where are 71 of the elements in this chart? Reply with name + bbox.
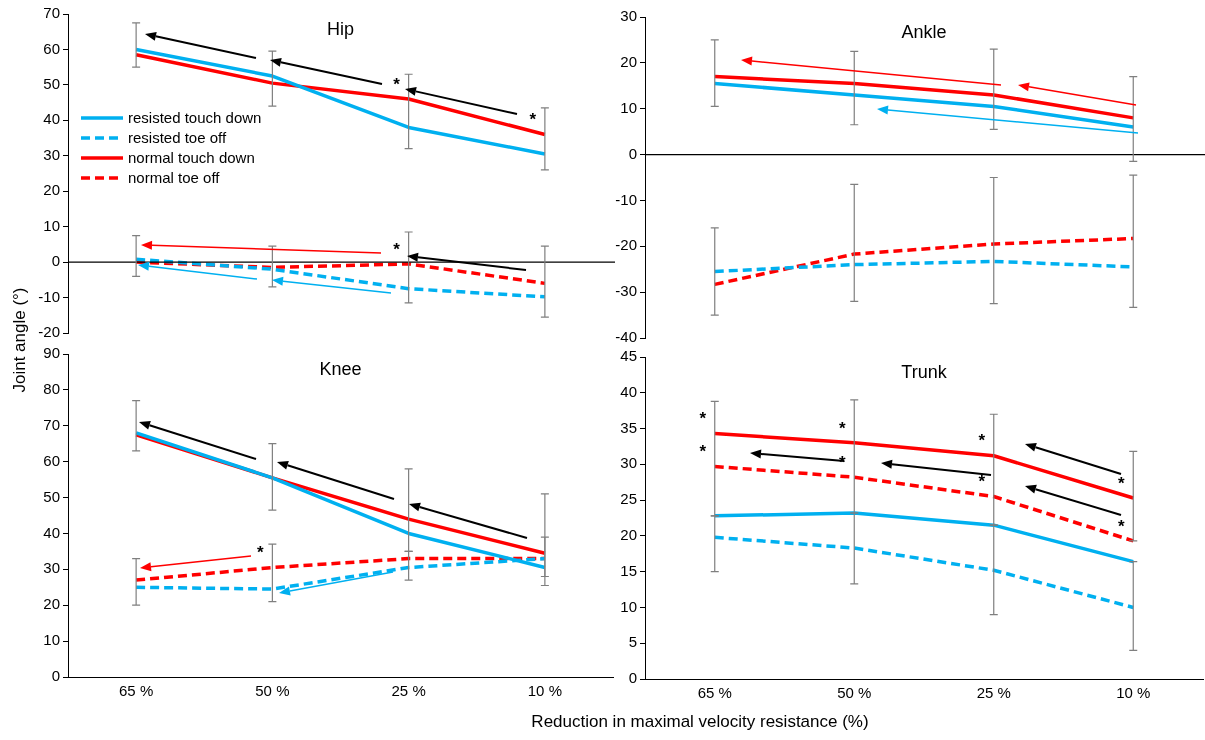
legend-label: normal touch down — [128, 148, 255, 168]
x-axis-title: Reduction in maximal velocity resistance (%) — [531, 712, 869, 732]
line-series — [713, 535, 1135, 610]
annotation: * — [257, 543, 265, 563]
y-tick-label: 30 — [43, 145, 60, 163]
annotation: * — [393, 74, 401, 94]
y-tick-label: 50 — [43, 75, 60, 93]
legend-label: resisted touch down — [128, 108, 262, 128]
chart-title: Trunk — [901, 361, 948, 382]
x-tick-label: 10 % — [1116, 684, 1151, 702]
y-tick-label: 30 — [620, 7, 637, 25]
line-series — [134, 257, 547, 299]
y-tick-label: 10 — [43, 216, 60, 234]
y-tick-label: 70 — [43, 415, 60, 433]
y-tick-label: -10 — [615, 190, 637, 208]
x-tick-label: 65 % — [697, 684, 732, 702]
x-tick-label: 25 % — [976, 684, 1011, 702]
x-tick-label: 25 % — [391, 682, 426, 700]
y-tick-label: 60 — [43, 39, 60, 57]
y-tick-label: 30 — [620, 454, 637, 472]
y-axis-title: Joint angle (°) — [10, 287, 30, 393]
y-tick-label: 80 — [43, 380, 60, 398]
y-tick-label: 0 — [628, 669, 637, 687]
annotation: * — [838, 418, 846, 438]
y-tick-label: 45 — [620, 347, 637, 365]
y-tick-label: 10 — [620, 597, 637, 615]
y-tick-label: -20 — [38, 323, 60, 341]
line-series — [713, 464, 1135, 543]
legend-label: resisted toe off — [128, 128, 227, 148]
y-tick-label: 10 — [620, 98, 637, 116]
annotation: * — [978, 472, 986, 492]
chart-title: Knee — [319, 358, 362, 379]
y-tick-label: 10 — [43, 631, 60, 649]
y-tick-label: 15 — [620, 561, 637, 579]
y-tick-label: 0 — [628, 144, 637, 162]
annotation: * — [393, 239, 401, 259]
y-tick-label: -10 — [38, 287, 60, 305]
annotation: * — [1117, 473, 1125, 493]
y-tick-label: 20 — [620, 526, 637, 544]
annotation: * — [699, 442, 707, 462]
y-tick-label: 70 — [43, 4, 60, 22]
y-tick-label: 0 — [51, 667, 60, 685]
y-tick-label: 40 — [43, 110, 60, 128]
y-tick-label: -20 — [615, 236, 637, 254]
y-tick-label: 20 — [43, 181, 60, 199]
y-tick-label: 60 — [43, 451, 60, 469]
y-tick-label: 50 — [43, 487, 60, 505]
annotation: * — [529, 110, 537, 130]
x-tick-label: 50 % — [837, 684, 872, 702]
y-tick-label: 35 — [620, 418, 637, 436]
y-tick-label: 20 — [43, 595, 60, 613]
y-tick-label: 25 — [620, 490, 637, 508]
y-tick-label: 20 — [620, 53, 637, 70]
y-tick-label: 40 — [43, 523, 60, 541]
legend-label: normal toe off — [128, 168, 220, 188]
y-tick-label: 90 — [43, 344, 60, 362]
annotation: * — [1117, 516, 1125, 536]
x-tick-label: 10 % — [527, 682, 562, 700]
y-tick-label: 40 — [620, 382, 637, 400]
annotation: * — [978, 431, 986, 451]
chart-title: Ankle — [901, 21, 947, 42]
chart-title: Hip — [326, 18, 355, 39]
annotation: * — [699, 409, 707, 429]
x-tick-label: 65 % — [119, 682, 154, 700]
y-tick-label: -40 — [615, 328, 637, 346]
line-series — [713, 236, 1135, 287]
y-tick-label: 30 — [43, 559, 60, 577]
y-tick-label: 5 — [628, 633, 637, 651]
x-tick-label: 50 % — [255, 682, 290, 700]
y-tick-label: 0 — [51, 252, 60, 270]
y-tick-label: -30 — [615, 282, 637, 300]
